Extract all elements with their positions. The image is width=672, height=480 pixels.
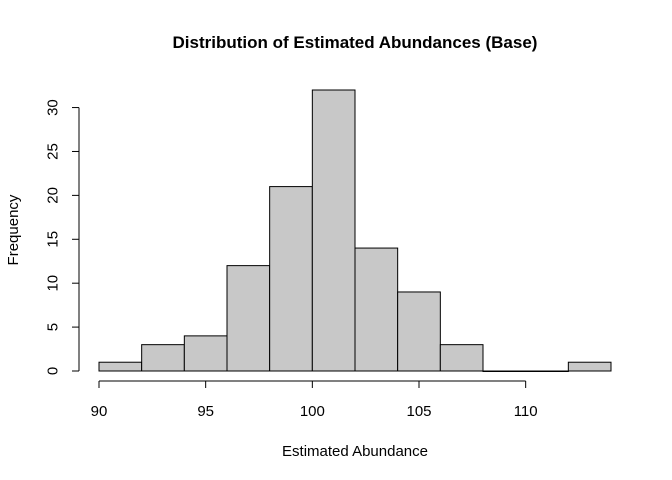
x-tick-label-0: 90: [91, 403, 108, 420]
histogram-bar-8: [439, 344, 484, 372]
histogram-bar-5: [311, 89, 356, 372]
y-tick-label-4: 20: [45, 187, 62, 204]
histogram-bar-0: [98, 361, 143, 372]
y-tick-label-6: 30: [45, 99, 62, 116]
x-tick-label-4: 110: [514, 403, 538, 420]
x-tick-label-2: 100: [300, 403, 325, 420]
chart-title: Distribution of Estimated Abundances (Ba…: [173, 33, 538, 52]
y-tick-label-3: 15: [45, 231, 62, 248]
x-tick-label-3: 105: [406, 403, 431, 420]
y-tick-label-0: 0: [45, 367, 62, 375]
histogram-bar-2: [183, 335, 228, 372]
histogram-bar-9: [482, 370, 527, 372]
bars-group: [98, 89, 612, 372]
y-tick-label-5: 25: [45, 143, 62, 160]
histogram-bar-10: [525, 370, 569, 372]
x-tick-label-1: 95: [197, 403, 214, 420]
histogram-bar-6: [354, 247, 399, 372]
histogram-bar-4: [269, 186, 313, 372]
y-tick-label-2: 10: [45, 275, 62, 292]
x-axis-label: Estimated Abundance: [282, 443, 428, 460]
histogram-bar-3: [226, 265, 271, 372]
histogram-bar-1: [141, 344, 185, 372]
y-axis-label: Frequency: [5, 194, 22, 265]
y-axis: 0 5 10 15 20 25 30: [45, 99, 80, 375]
histogram-bar-7: [397, 291, 441, 372]
x-axis: 90 95 100 105 110: [91, 380, 538, 420]
histogram-bar-11: [567, 361, 612, 372]
y-tick-label-1: 5: [45, 323, 62, 331]
